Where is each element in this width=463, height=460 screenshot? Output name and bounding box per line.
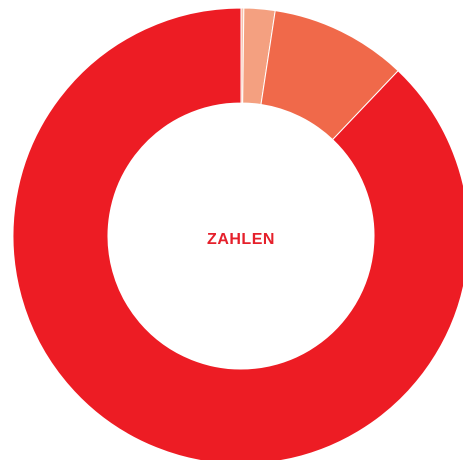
donut-segment: [12, 7, 463, 460]
center-label: ZAHLEN: [207, 231, 275, 248]
